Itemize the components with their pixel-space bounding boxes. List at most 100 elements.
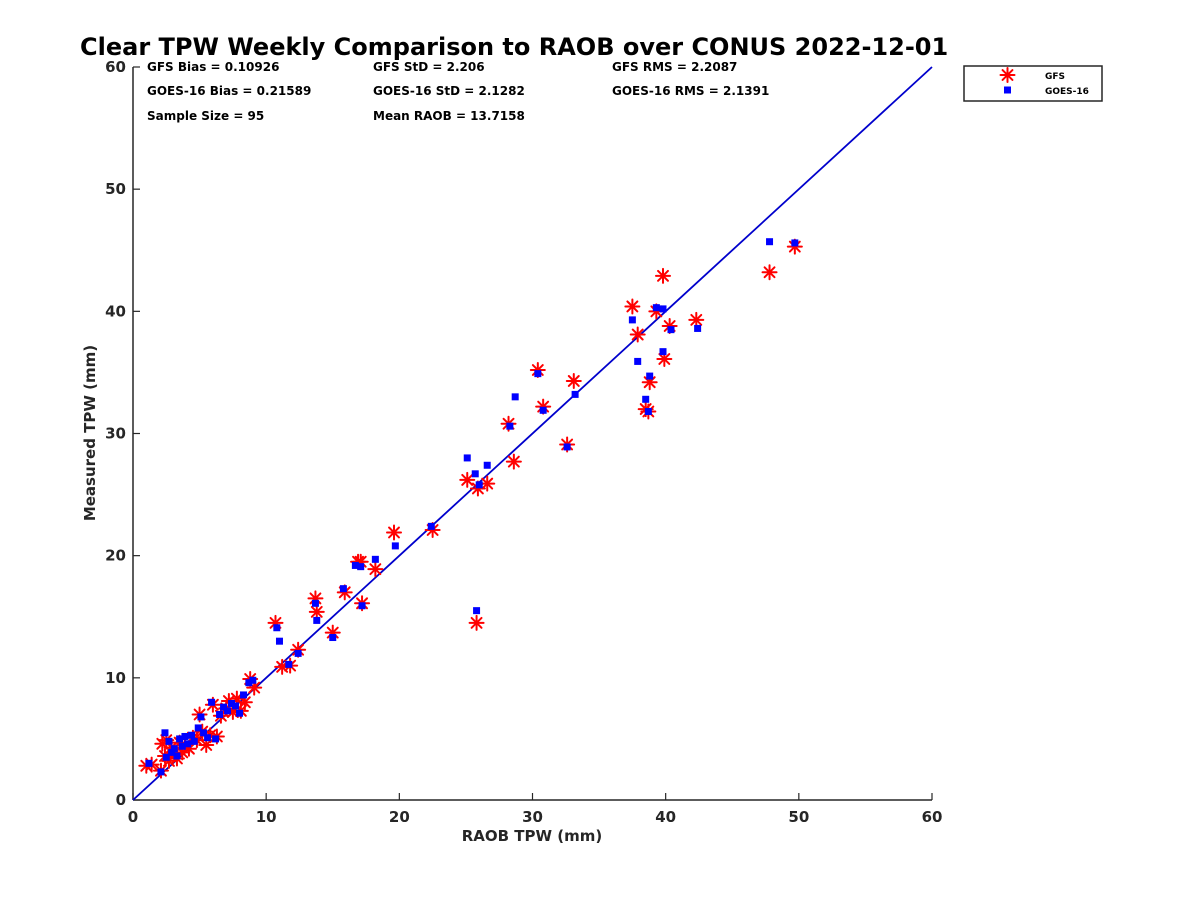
goes16-point	[463, 454, 471, 462]
goes16-point	[371, 555, 379, 563]
gfs-point	[761, 264, 778, 281]
goes16-point	[249, 676, 257, 684]
goes16-point	[157, 768, 165, 776]
x-axis-label: RAOB TPW (mm)	[462, 827, 603, 845]
stat-mean-raob: Mean RAOB = 13.7158	[373, 109, 525, 123]
goes16-point	[220, 703, 228, 711]
goes16-point	[162, 753, 170, 761]
stat-gfs-std: GFS StD = 2.206	[373, 60, 485, 74]
gfs-point	[386, 524, 403, 541]
gfs-point	[468, 614, 485, 631]
goes16-point	[391, 542, 399, 550]
goes16-point	[571, 390, 579, 398]
goes16-point	[694, 324, 702, 332]
y-axis-ticks: 0 10 20 30 40 50 60	[105, 58, 140, 809]
goes16-point	[427, 522, 435, 530]
x-tick-label: 10	[256, 808, 277, 826]
goes16-point	[563, 443, 571, 451]
goes16-point	[357, 563, 365, 571]
goes16-point	[534, 370, 542, 378]
stat-goes16-bias: GOES-16 Bias = 0.21589	[147, 84, 311, 98]
goes16-point	[188, 731, 196, 739]
goes16-point	[275, 637, 283, 645]
goes16-point	[646, 372, 654, 380]
x-tick-label: 30	[522, 808, 543, 826]
gfs-point	[655, 267, 672, 284]
goes16-point	[634, 357, 642, 365]
gfs-point	[236, 694, 253, 711]
goes16-point	[197, 713, 205, 721]
goes16-point	[145, 759, 153, 767]
goes16-point	[791, 239, 799, 247]
stat-sample-size: Sample Size = 95	[147, 109, 264, 123]
goes16-point	[766, 238, 774, 246]
goes16-point	[294, 649, 302, 657]
stat-goes16-std: GOES-16 StD = 2.1282	[373, 84, 525, 98]
goes16-point	[208, 698, 216, 706]
x-tick-label: 0	[128, 808, 138, 826]
goes16-point	[506, 422, 514, 430]
gfs-point	[505, 453, 522, 470]
goes16-point	[659, 348, 667, 356]
goes16-point	[165, 737, 173, 745]
gfs-point	[308, 603, 325, 620]
legend: GFS GOES-16	[963, 65, 1103, 102]
goes16-point	[652, 304, 660, 312]
goes16-point	[351, 561, 359, 569]
y-tick-label: 50	[105, 180, 126, 198]
goes16-point	[228, 699, 236, 707]
legend-gfs-marker	[999, 67, 1016, 83]
goes16-point	[358, 602, 366, 610]
goes16-point	[212, 735, 220, 743]
goes16-point	[313, 616, 321, 624]
x-axis-ticks: 0 10 20 30 40 50 60	[128, 793, 942, 826]
goes16-point	[181, 732, 189, 740]
y-tick-label: 10	[105, 669, 126, 687]
goes16-point	[161, 729, 169, 737]
series-goes16	[145, 238, 799, 776]
y-tick-label: 0	[116, 791, 126, 809]
gfs-point	[367, 561, 384, 578]
stat-goes16-rms: GOES-16 RMS = 2.1391	[612, 84, 769, 98]
gfs-point	[459, 471, 476, 488]
goes16-point	[311, 599, 319, 607]
gfs-point	[624, 298, 641, 315]
gfs-point	[629, 326, 646, 343]
legend-gfs-asterisk	[999, 67, 1016, 83]
goes16-point	[245, 679, 253, 687]
goes16-point	[200, 729, 208, 737]
goes16-point	[339, 585, 347, 593]
goes16-point	[539, 406, 547, 414]
goes16-point	[190, 737, 198, 745]
one-to-one-reference-line	[132, 66, 933, 801]
goes16-point	[285, 660, 293, 668]
goes16-point	[642, 395, 650, 403]
goes16-point	[204, 734, 212, 742]
goes16-point	[184, 740, 192, 748]
legend-goes16-marker	[1004, 86, 1011, 94]
goes16-point	[194, 724, 202, 732]
goes16-point	[667, 326, 675, 334]
y-tick-label: 30	[105, 425, 126, 443]
goes16-point	[471, 470, 479, 478]
y-tick-label: 20	[105, 547, 126, 565]
goes16-point	[473, 607, 481, 615]
goes16-point	[232, 702, 240, 710]
goes16-point	[176, 735, 184, 743]
goes16-point	[659, 305, 667, 313]
x-tick-label: 40	[655, 808, 676, 826]
legend-box	[963, 65, 1103, 102]
goes16-point	[644, 408, 652, 416]
goes16-point	[628, 316, 636, 324]
gfs-point	[656, 350, 673, 367]
x-tick-label: 50	[788, 808, 809, 826]
goes16-point	[236, 709, 244, 717]
statistics-annotations: GFS Bias = 0.10926 GFS StD = 2.206 GFS R…	[147, 60, 769, 123]
legend-gfs-label: GFS	[1045, 72, 1065, 82]
y-tick-label: 40	[105, 302, 126, 320]
goes16-point	[483, 461, 491, 469]
x-tick-label: 20	[389, 808, 410, 826]
goes16-point	[224, 707, 232, 715]
goes16-point	[475, 481, 483, 489]
